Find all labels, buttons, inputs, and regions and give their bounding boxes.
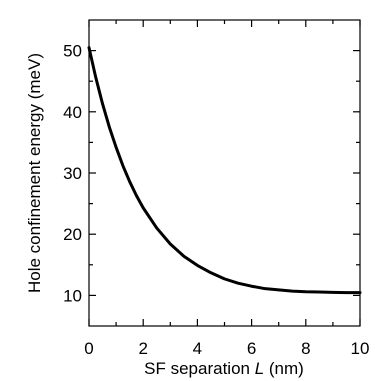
x-tick-label: 8 [301, 339, 310, 358]
y-tick-label: 50 [63, 42, 82, 61]
data-series-line [87, 46, 362, 295]
x-axis-label-prefix: SF separation [144, 359, 255, 378]
x-tick-label: 6 [247, 339, 256, 358]
x-tick-label: 2 [138, 339, 147, 358]
y-tick-label: 10 [63, 286, 82, 305]
x-axis-label: SF separation L (nm) [144, 359, 304, 378]
y-tick-label: 20 [63, 225, 82, 244]
y-tick-label: 30 [63, 164, 82, 183]
tick-labels: 0 2 4 6 8 10 10 20 30 40 50 [63, 42, 369, 358]
x-axis-label-suffix: (nm) [264, 359, 304, 378]
x-axis-label-variable: L [255, 359, 264, 378]
x-tick-label: 10 [351, 339, 370, 358]
x-tick-label: 0 [84, 339, 93, 358]
x-tick-label: 4 [193, 339, 202, 358]
y-axis-label: Hole confinement energy (meV) [25, 53, 44, 293]
y-tick-label: 40 [63, 103, 82, 122]
ticks [88, 20, 361, 326]
